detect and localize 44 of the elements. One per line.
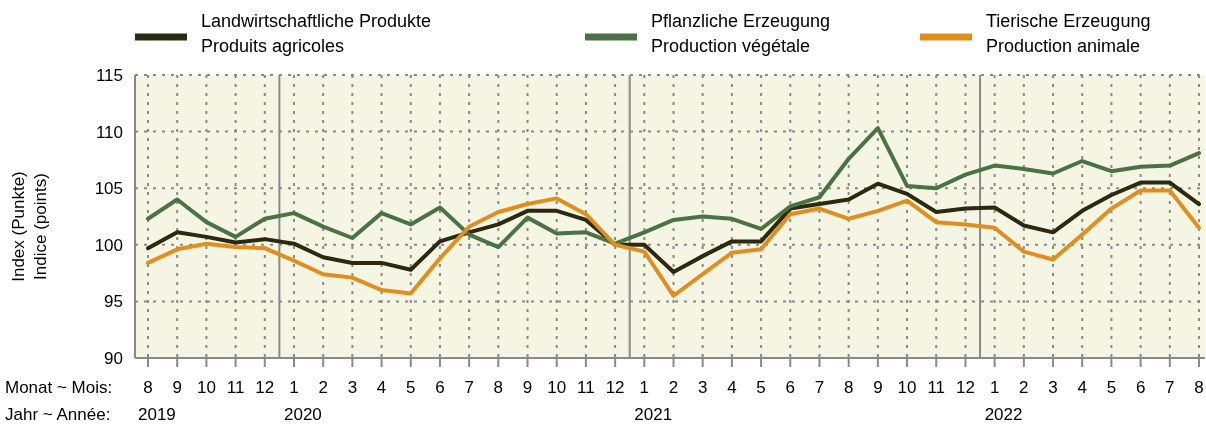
x-tick-label: 11 — [577, 378, 595, 397]
x-tick-label: 12 — [255, 378, 275, 397]
x-tick-label: 7 — [814, 378, 825, 397]
line-series — [146, 126, 1201, 250]
x-tick-label: 8 — [1194, 378, 1204, 397]
legend-label: Tierische Erzeugung Production animale — [986, 11, 1151, 56]
x-tick-label: 12 — [955, 378, 975, 397]
x-tick-label: 4 — [727, 378, 737, 397]
legend-label: Pflanzliche Erzeugung Production végétale — [651, 11, 831, 56]
x-tick-label: 12 — [605, 378, 625, 397]
line-series — [146, 180, 1201, 274]
x-tick-label: 9 — [522, 378, 533, 397]
y-tick-label: 105 — [94, 179, 123, 199]
x-tick-label: 5 — [756, 378, 766, 397]
y-tick-label: 90 — [104, 348, 123, 368]
x-tick-label: 7 — [464, 378, 474, 397]
x-tick-label: 6 — [435, 378, 445, 397]
x-tick-label: 8 — [493, 378, 504, 397]
x-tick-label: 8 — [843, 378, 854, 397]
x-tick-label: 4 — [1077, 378, 1087, 397]
x-tick-label: 3 — [697, 378, 708, 397]
text: Monat ~ Mois: — [5, 378, 113, 397]
x-tick-label: 10 — [196, 378, 216, 397]
x-tick-label: 11 — [927, 378, 946, 397]
line-series — [146, 188, 1201, 298]
x-tick-label: 11 — [226, 378, 245, 397]
x-tick-label: 5 — [1106, 378, 1117, 397]
y-tick-label: 100 — [94, 235, 123, 255]
x-tick-label: 4 — [376, 378, 387, 397]
text: Jahr ~ Année: — [5, 405, 111, 424]
x-tick-label: 5 — [406, 378, 416, 397]
x-tick-label: 6 — [1135, 378, 1146, 397]
x-tick-label: 9 — [873, 378, 883, 397]
x-tick-label: 3 — [1048, 378, 1058, 397]
y-axis-title: Index (Punkte) Indice (points) — [9, 171, 50, 282]
x-tick-label: 10 — [897, 378, 917, 397]
legend-label: Landwirtschaftliche Produkte Produits agricoles — [201, 11, 432, 56]
x-tick-label: 7 — [1165, 378, 1175, 397]
x-tick-label: 10 — [547, 378, 567, 397]
y-tick-label: 115 — [95, 65, 123, 85]
x-tick-label: 3 — [347, 378, 358, 397]
y-tick-label: 110 — [95, 122, 123, 142]
y-tick-label: 95 — [104, 292, 123, 312]
x-tick-label: 6 — [785, 378, 796, 397]
